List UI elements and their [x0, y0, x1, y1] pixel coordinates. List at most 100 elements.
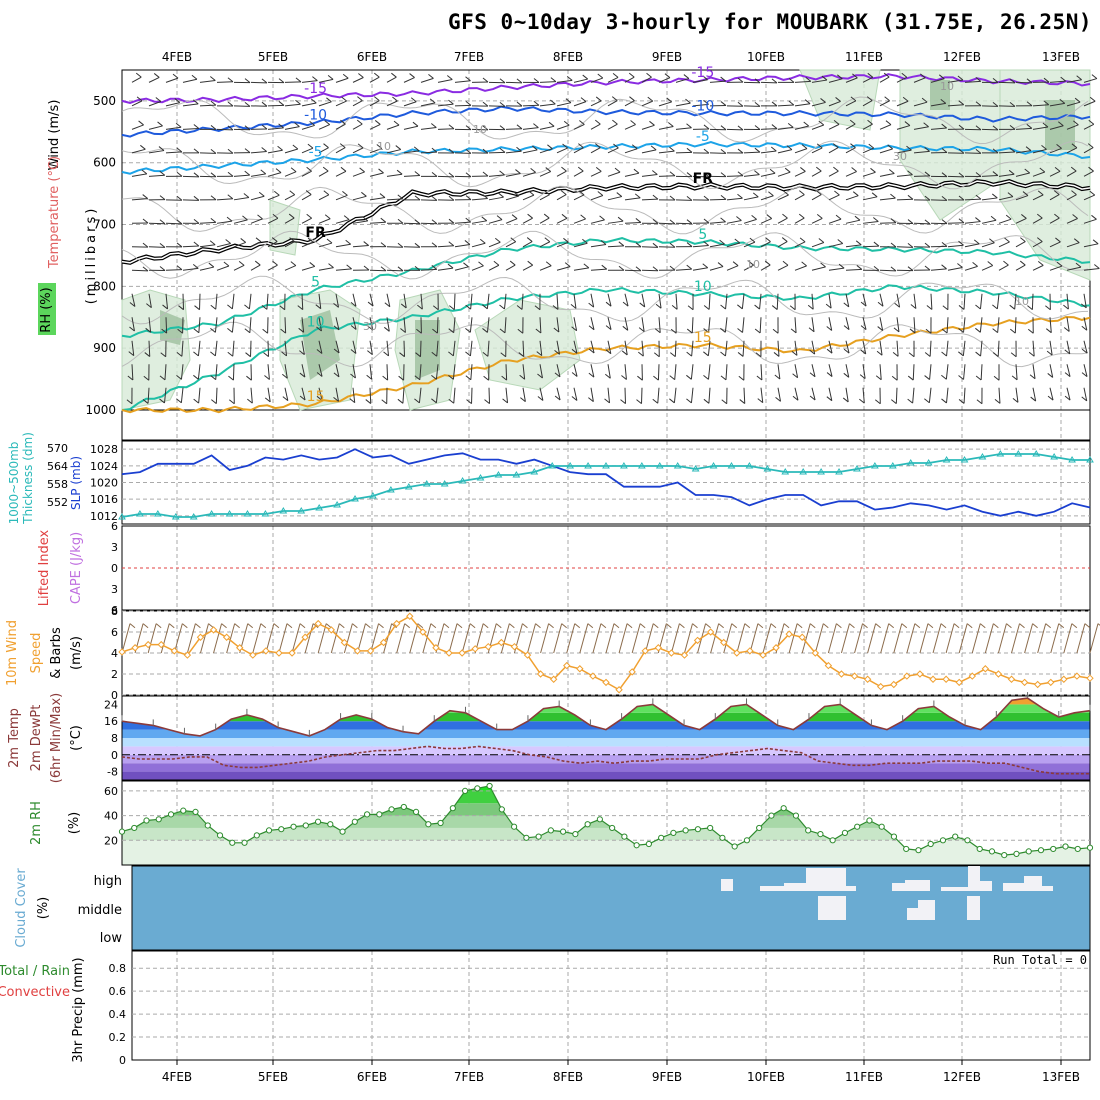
wind-barb-flag — [600, 240, 607, 245]
wind-barb-staff — [828, 78, 843, 83]
wind-barb-staff — [522, 364, 526, 380]
wind-barb-flag — [482, 351, 489, 357]
rh-shade-dark — [1045, 100, 1075, 150]
wind-barb-flag — [875, 375, 882, 381]
wind-barb-staff — [929, 340, 932, 357]
wind-barb-flag — [866, 96, 873, 102]
wind-barb-staff — [420, 268, 437, 271]
wind-barb-staff — [1032, 264, 1044, 271]
wind-barb-staff — [828, 170, 839, 177]
wind-barb-staff — [318, 101, 332, 107]
wind-barb-staff — [996, 293, 1000, 309]
temp-band — [122, 729, 1090, 738]
wind-barb-staff — [1032, 148, 1047, 154]
wind-barb-10m-flag — [993, 623, 999, 629]
isotherm-line — [121, 141, 1091, 175]
ylabel-2m-rh: 2m RH — [29, 801, 44, 845]
wind-barb-flag — [851, 167, 857, 172]
wind-barb-staff — [248, 293, 252, 309]
wind-speed-marker — [183, 651, 192, 659]
wind-barb-flag — [754, 125, 761, 130]
wind-barb-staff — [1066, 124, 1079, 130]
wind-barb-flag — [1075, 262, 1082, 268]
wind-barb-staff — [1015, 264, 1026, 271]
wind-barb-flag — [272, 260, 278, 266]
wind-barb-flag — [652, 170, 658, 175]
wind-barb-flag — [843, 372, 850, 378]
wind-barb-flag — [1063, 304, 1069, 310]
wind-barb-flag — [345, 239, 351, 245]
wind-barb-flag — [850, 96, 857, 102]
wind-barb-flag — [333, 325, 340, 331]
wind-barb-staff — [233, 105, 250, 107]
wind-barb-staff — [131, 76, 142, 83]
wind-barb-flag — [1088, 166, 1094, 172]
wind-barb-staff — [522, 241, 533, 248]
wind-barb-staff — [862, 196, 878, 201]
wind-barb-flag — [176, 265, 183, 270]
wind-barb-staff — [199, 221, 216, 224]
wind-barb-flag — [431, 351, 438, 357]
wind-barb-flag — [358, 73, 364, 78]
ylabel-convective: Convective — [0, 985, 70, 1000]
rh-marker — [461, 787, 469, 794]
wind-barb-flag — [957, 263, 963, 268]
temp-tick: 8 — [111, 732, 118, 745]
wind-barb-staff — [419, 364, 422, 380]
wind-barb-flag — [856, 265, 863, 270]
wind-barb-flag — [1063, 327, 1070, 332]
wind-barb-staff — [624, 317, 629, 331]
wind-barb-flag — [346, 264, 352, 270]
wind-barb-staff — [1049, 241, 1061, 248]
thickness-marker — [673, 462, 682, 469]
wind-barb-flag — [754, 78, 761, 84]
wind-speed-marker — [1086, 674, 1094, 682]
rh-marker — [707, 824, 714, 832]
wind-barb-flag — [138, 120, 144, 126]
wind-barb-staff — [879, 197, 896, 201]
wind-barb-flag — [925, 328, 932, 334]
wind-barb-flag — [799, 190, 805, 196]
wind-barb-flag — [448, 398, 455, 404]
wind-speed-marker — [536, 670, 545, 678]
wind-barb-flag — [941, 328, 948, 334]
thickness-marker — [118, 513, 126, 520]
thickness-tick: 552 — [47, 496, 68, 509]
wind-barb-flag — [838, 263, 845, 269]
wind-barb-staff — [267, 217, 279, 224]
wind-barb-staff — [386, 149, 401, 154]
wind-barb-10m — [370, 623, 380, 654]
wind-barb-flag — [553, 327, 560, 333]
wind-barb-staff — [352, 77, 364, 83]
wind-barb-staff — [896, 76, 907, 83]
wind-barb-flag — [340, 166, 347, 172]
wind-barb-staff — [794, 80, 811, 83]
wind-barb-staff — [641, 149, 657, 154]
wind-barb-flag — [193, 148, 200, 154]
wind-barb-staff — [675, 127, 692, 130]
wind-barb-staff — [420, 293, 423, 310]
wind-barb-flag — [703, 398, 710, 404]
wind-barb-flag — [381, 399, 388, 405]
wind-barb-staff — [607, 317, 612, 330]
wind-barb-flag — [447, 263, 454, 269]
wind-barb-staff — [505, 195, 519, 201]
isotherm-label: 5 — [698, 227, 707, 243]
wind-barb-flag — [638, 351, 644, 357]
wind-barb-staff — [777, 364, 781, 380]
wind-barb-staff — [250, 195, 265, 201]
thickness-marker — [530, 468, 539, 475]
wind-barb-staff — [148, 150, 165, 154]
wind-barb-10m — [618, 623, 628, 654]
wind-barb-flag — [499, 170, 505, 176]
wind-barb-10m-flag — [338, 623, 345, 629]
wind-barb-flag — [341, 96, 347, 102]
li-tick: 0 — [111, 562, 118, 575]
wind-barb-flag — [833, 166, 839, 172]
wind-barb-staff — [624, 148, 638, 154]
wind-barb-staff — [981, 242, 995, 248]
wind-barb-flag — [160, 352, 167, 358]
temp-tick: 0 — [111, 749, 118, 762]
wind-speed-marker — [811, 649, 820, 657]
wind-barb-staff — [335, 293, 340, 308]
